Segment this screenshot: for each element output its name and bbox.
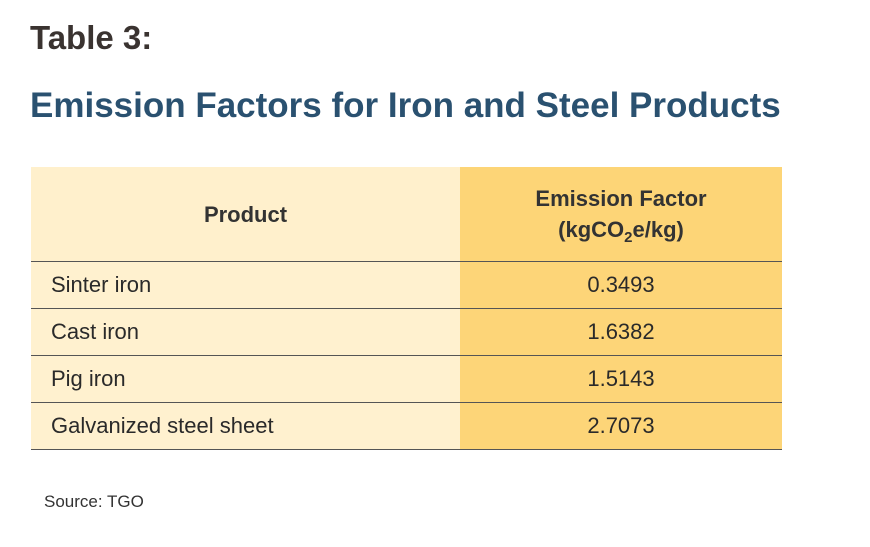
- table-row: Pig iron 1.5143: [31, 355, 782, 403]
- emission-factor-table: Product Emission Factor (kgCO2e/kg) Sint…: [31, 167, 782, 450]
- table-row: Cast iron 1.6382: [31, 308, 782, 356]
- emission-factor-column-header: Emission Factor (kgCO2e/kg): [460, 167, 782, 262]
- unit-suffix: e/kg): [632, 217, 684, 242]
- table-number: Table 3:: [30, 19, 153, 56]
- emission-factor-header-label: Emission Factor: [535, 186, 707, 211]
- emission-factor-cell: 1.5143: [460, 355, 782, 403]
- emission-factor-cell: 0.3493: [460, 261, 782, 309]
- table-row: Galvanized steel sheet 2.7073: [31, 402, 782, 450]
- table-row: Sinter iron 0.3493: [31, 261, 782, 309]
- product-cell: Galvanized steel sheet: [31, 402, 460, 450]
- source-note: Source: TGO: [44, 492, 144, 511]
- product-column-header: Product: [31, 167, 460, 262]
- product-cell: Sinter iron: [31, 261, 460, 309]
- unit-prefix: (kgCO: [558, 217, 625, 242]
- unit-subscript: 2: [624, 229, 633, 246]
- table-title: Emission Factors for Iron and Steel Prod…: [30, 86, 781, 125]
- product-cell: Cast iron: [31, 308, 460, 356]
- table-header-row: Product Emission Factor (kgCO2e/kg): [31, 167, 782, 262]
- product-cell: Pig iron: [31, 355, 460, 403]
- emission-factor-unit: (kgCO2e/kg): [558, 217, 684, 245]
- emission-factor-cell: 2.7073: [460, 402, 782, 450]
- emission-factor-cell: 1.6382: [460, 308, 782, 356]
